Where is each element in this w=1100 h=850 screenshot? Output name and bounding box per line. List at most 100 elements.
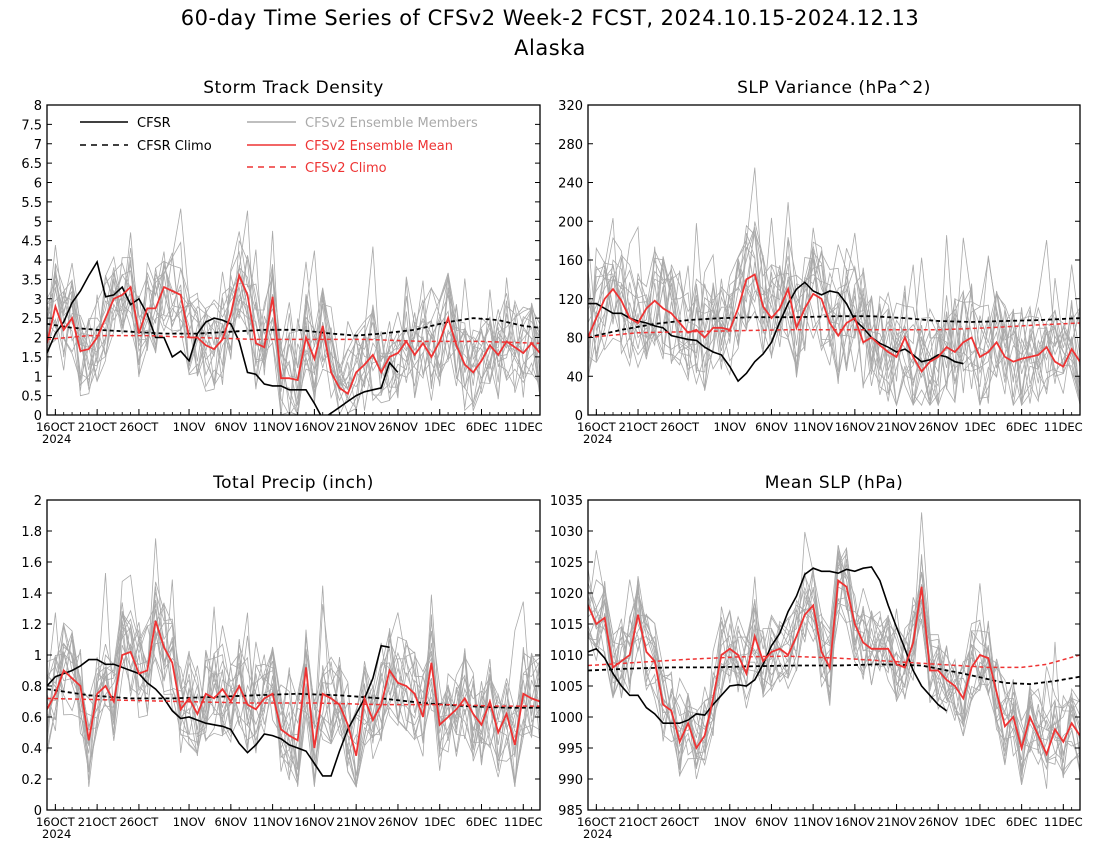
y-tick-label: 995: [558, 742, 583, 757]
legend-label: CFSv2 Climo: [305, 161, 387, 176]
plot-frame: [587, 499, 1081, 811]
chart-panel-2: SLP Variance (hPa^2) 0 40 80 120 160 200 240 280…: [558, 78, 1083, 446]
x-tick-label: 11DEC: [504, 420, 543, 434]
x-tick-label: 1DEC: [964, 815, 995, 829]
chart-panel-4: Mean SLP (hPa) 985 990 995 1000 1005 1010 1015 1…: [550, 473, 1083, 841]
y-tick-label: 280: [558, 138, 583, 153]
x-tick-label: 11NOV: [793, 815, 833, 829]
ensemble-member-line: [47, 603, 540, 780]
y-tick-label: 6: [34, 177, 42, 192]
chart-title: 60-day Time Series of CFSv2 Week-2 FCST,…: [180, 6, 920, 30]
x-tick-label: 21NOV: [336, 815, 376, 829]
ensemble-member-line: [47, 579, 540, 786]
x-tick-label: 6DEC: [1006, 815, 1037, 829]
y-tick-label: 1020: [550, 587, 583, 602]
y-tick-label: 0: [575, 409, 583, 424]
y-tick-label: 320: [558, 99, 583, 114]
y-tick-label: 1: [34, 649, 42, 664]
x-tick-label: 11NOV: [253, 420, 293, 434]
x-tick-label: 6NOV: [215, 420, 248, 434]
series-cfsv2-ensemble-mean: [47, 272, 540, 396]
y-tick-label: 2.5: [21, 312, 42, 327]
ensemble-member-line: [588, 221, 1080, 404]
y-tick-label: 8: [34, 99, 42, 114]
x-tick-label: 21NOV: [336, 420, 376, 434]
x-tick-label: 16OCT: [36, 420, 76, 434]
x-tick-label: 26NOV: [378, 815, 418, 829]
chart-panel-3: Total Precip (inch) 0 0.2 0.4 0.6 0.8 1 1.2 1.4 1…: [21, 473, 542, 841]
y-tick-label: 0.4: [21, 742, 42, 757]
plot-area: [47, 208, 540, 415]
ensemble-member-line: [588, 531, 1080, 772]
y-tick-label: 1.6: [21, 556, 42, 571]
ensemble-member-line: [588, 230, 1080, 406]
y-tick-label: 1035: [550, 494, 583, 509]
y-tick-label: 1030: [550, 525, 583, 540]
series-cfsv2-climo: [47, 697, 540, 707]
panel-title: Mean SLP (hPa): [765, 473, 904, 493]
y-tick-label: 2: [34, 494, 42, 509]
ensemble-member-line: [47, 255, 540, 415]
y-tick-label: 1015: [550, 618, 583, 633]
y-tick-label: 3.5: [21, 273, 42, 288]
y-tick-label: 1: [34, 370, 42, 385]
x-tick-label: 26OCT: [660, 420, 700, 434]
x-tick-label: 16NOV: [294, 815, 334, 829]
legend-label: CFSv2 Ensemble Mean: [305, 139, 453, 154]
x-tick-label: 26OCT: [660, 815, 700, 829]
x-tick-label: 6NOV: [755, 815, 788, 829]
x-tick-label: 16OCT: [577, 420, 617, 434]
y-tick-label: 0.5: [21, 390, 42, 405]
x-tick-label: 21OCT: [619, 815, 659, 829]
y-tick-label: 240: [558, 177, 583, 192]
x-tick-label: 11DEC: [1044, 420, 1083, 434]
ensemble-member-line: [47, 232, 540, 402]
ensemble-member-line: [47, 581, 540, 772]
ensemble-member-line: [47, 602, 540, 788]
legend-label: CFSR Climo: [137, 139, 212, 154]
y-tick-label: 985: [558, 804, 583, 819]
x-tick-label: 26OCT: [120, 420, 160, 434]
x-tick-label: 21NOV: [877, 420, 917, 434]
y-tick-label: 200: [558, 215, 583, 230]
panel-title: SLP Variance (hPa^2): [737, 78, 931, 98]
series-cfsr-climo: [588, 315, 1080, 339]
ensemble-member-line: [588, 237, 1080, 407]
x-tick-label: 16NOV: [835, 420, 875, 434]
x-tick-label: 11DEC: [504, 815, 543, 829]
x-tick-label: 21OCT: [619, 420, 659, 434]
x-tick-label: 1NOV: [713, 815, 746, 829]
x-year-label: 2024: [583, 432, 612, 446]
y-tick-label: 0.6: [21, 711, 42, 726]
y-tick-label: 3: [34, 293, 42, 308]
ensemble-member-line: [588, 244, 1080, 404]
x-tick-label: 26NOV: [918, 420, 958, 434]
y-tick-label: 5: [34, 215, 42, 230]
x-tick-label: 16OCT: [577, 815, 617, 829]
legend: CFSR CFSR Climo CFSv2 Ensemble Members CFSv…: [80, 116, 478, 176]
x-tick-label: 1DEC: [964, 420, 995, 434]
y-tick-label: 1.2: [21, 618, 42, 633]
y-tick-label: 7: [34, 138, 42, 153]
series-cfsr: [47, 644, 390, 777]
x-tick-label: 26NOV: [378, 420, 418, 434]
x-tick-label: 1NOV: [173, 420, 206, 434]
chart-panel-1: Storm Track Density 0 0.5 1 1.5 2 2.5 3 3.5 4 4.5 5…: [21, 78, 542, 446]
y-tick-label: 2: [34, 332, 42, 347]
y-tick-label: 4.5: [21, 235, 42, 250]
panel-title: Total Precip (inch): [212, 473, 374, 493]
y-tick-label: 1.5: [21, 351, 42, 366]
x-year-label: 2024: [42, 827, 71, 841]
x-tick-label: 1DEC: [424, 420, 455, 434]
x-tick-label: 6NOV: [755, 420, 788, 434]
series-cfsr: [47, 259, 399, 415]
x-tick-label: 11NOV: [253, 815, 293, 829]
series-cfsv2-climo: [588, 654, 1080, 669]
ensemble-member-line: [588, 545, 1080, 769]
ensemble-member-line: [47, 249, 540, 404]
plot-area: [588, 512, 1080, 789]
x-tick-label: 1NOV: [713, 420, 746, 434]
x-tick-label: 21OCT: [78, 420, 118, 434]
y-tick-label: 1010: [550, 649, 583, 664]
